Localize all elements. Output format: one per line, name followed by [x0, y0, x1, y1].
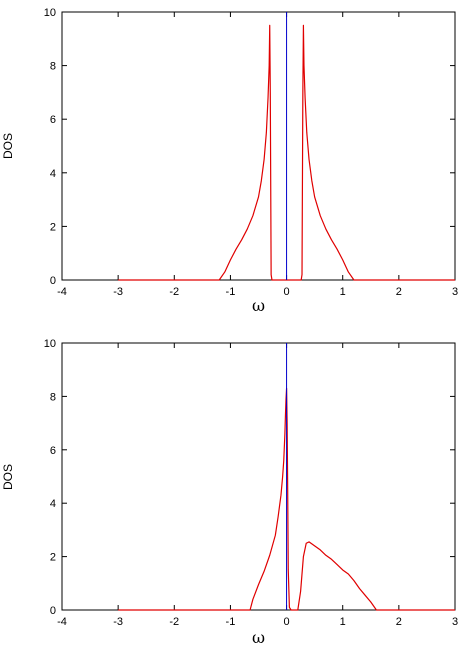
- x-tick-label: 0: [284, 286, 290, 298]
- y-tick-label: 4: [50, 168, 56, 180]
- chart-2: -4 -3 -2 -1 0 1 2 3 0 2 4 6 8 10 ω DOS: [1, 338, 458, 647]
- y-tick-label: 10: [44, 7, 56, 19]
- plot-frame: [61, 11, 456, 281]
- y-tick-label: 8: [50, 391, 56, 403]
- x-tick-label: -1: [226, 286, 236, 298]
- y-tick-label: 10: [44, 338, 56, 350]
- x-tick-label: 0: [284, 616, 290, 628]
- x-tick-label: -2: [169, 286, 179, 298]
- x-tick-label: -1: [226, 616, 236, 628]
- x-tick-label: 1: [340, 616, 346, 628]
- x-tick-label: -3: [113, 616, 123, 628]
- y-tick-label: 0: [50, 275, 56, 287]
- x-tick-label: 2: [396, 286, 402, 298]
- dos-series-line: [118, 387, 455, 611]
- x-tick-label: 2: [396, 616, 402, 628]
- y-tick-label: 6: [50, 445, 56, 457]
- y-tick-label: 2: [50, 552, 56, 564]
- x-tick-label: 3: [452, 286, 458, 298]
- y-tick-label: 2: [50, 221, 56, 233]
- x-tick-label: 3: [452, 616, 458, 628]
- x-tick-label: -2: [169, 616, 179, 628]
- y-axis-label: DOS: [1, 133, 15, 159]
- x-tick-label: -4: [57, 286, 67, 298]
- x-tick-label: -3: [113, 286, 123, 298]
- y-tick-label: 8: [50, 61, 56, 73]
- y-tick-label: 0: [50, 605, 56, 617]
- x-axis-label: ω: [252, 628, 265, 647]
- y-tick-label: 6: [50, 114, 56, 126]
- y-tick-label: 4: [50, 498, 56, 510]
- plot-frame: [61, 342, 456, 611]
- y-axis-label: DOS: [1, 464, 15, 490]
- chart-1: -4 -3 -2 -1 0 1 2 3 0 2 4 6 8 10 ω DOS: [1, 7, 458, 315]
- x-tick-label: -4: [57, 616, 67, 628]
- x-tick-label: 1: [340, 286, 346, 298]
- x-axis-label: ω: [252, 296, 265, 315]
